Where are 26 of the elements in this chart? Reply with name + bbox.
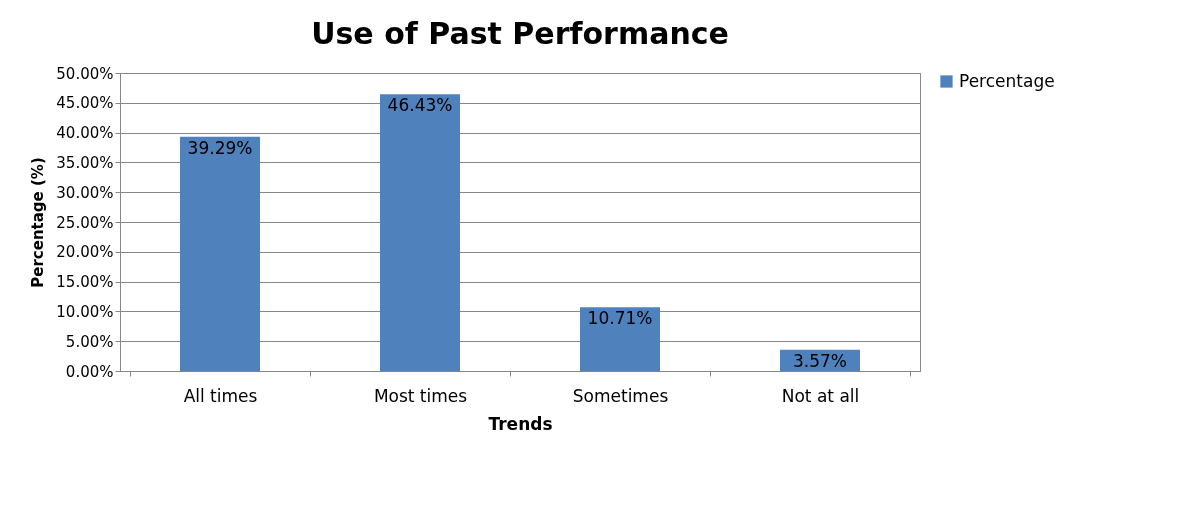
y-tick-label: 10.00%	[56, 302, 114, 321]
bar	[380, 94, 460, 371]
y-tick-label: 30.00%	[56, 183, 114, 202]
data-label: 3.57%	[792, 350, 848, 371]
bar	[580, 307, 660, 371]
x-axis-title: Trends	[488, 413, 553, 434]
y-tick-label: 45.00%	[56, 94, 114, 113]
data-label: 10.71%	[587, 308, 653, 329]
x-tick-label: Not at all	[781, 385, 860, 406]
data-label: 46.43%	[387, 95, 453, 116]
y-tick-label: 0.00%	[65, 362, 114, 381]
y-axis-title: Percentage (%)	[29, 157, 48, 288]
y-tick-label: 25.00%	[56, 213, 114, 232]
x-tick-label: All times	[183, 385, 258, 406]
x-tick-label: Most times	[373, 385, 468, 406]
y-tick-label: 20.00%	[56, 243, 114, 262]
y-tick-label: 40.00%	[56, 124, 114, 143]
chart-title: Use of Past Performance	[311, 16, 729, 51]
y-tick-label: 15.00%	[56, 273, 114, 292]
y-tick-label: 50.00%	[56, 64, 114, 83]
legend-label: Percentage	[959, 70, 1055, 91]
y-tick-label: 35.00%	[56, 153, 114, 172]
bar	[180, 136, 260, 371]
y-tick-label: 5.00%	[65, 332, 114, 351]
data-label: 39.29%	[187, 137, 253, 158]
x-tick-label: Sometimes	[572, 385, 669, 406]
